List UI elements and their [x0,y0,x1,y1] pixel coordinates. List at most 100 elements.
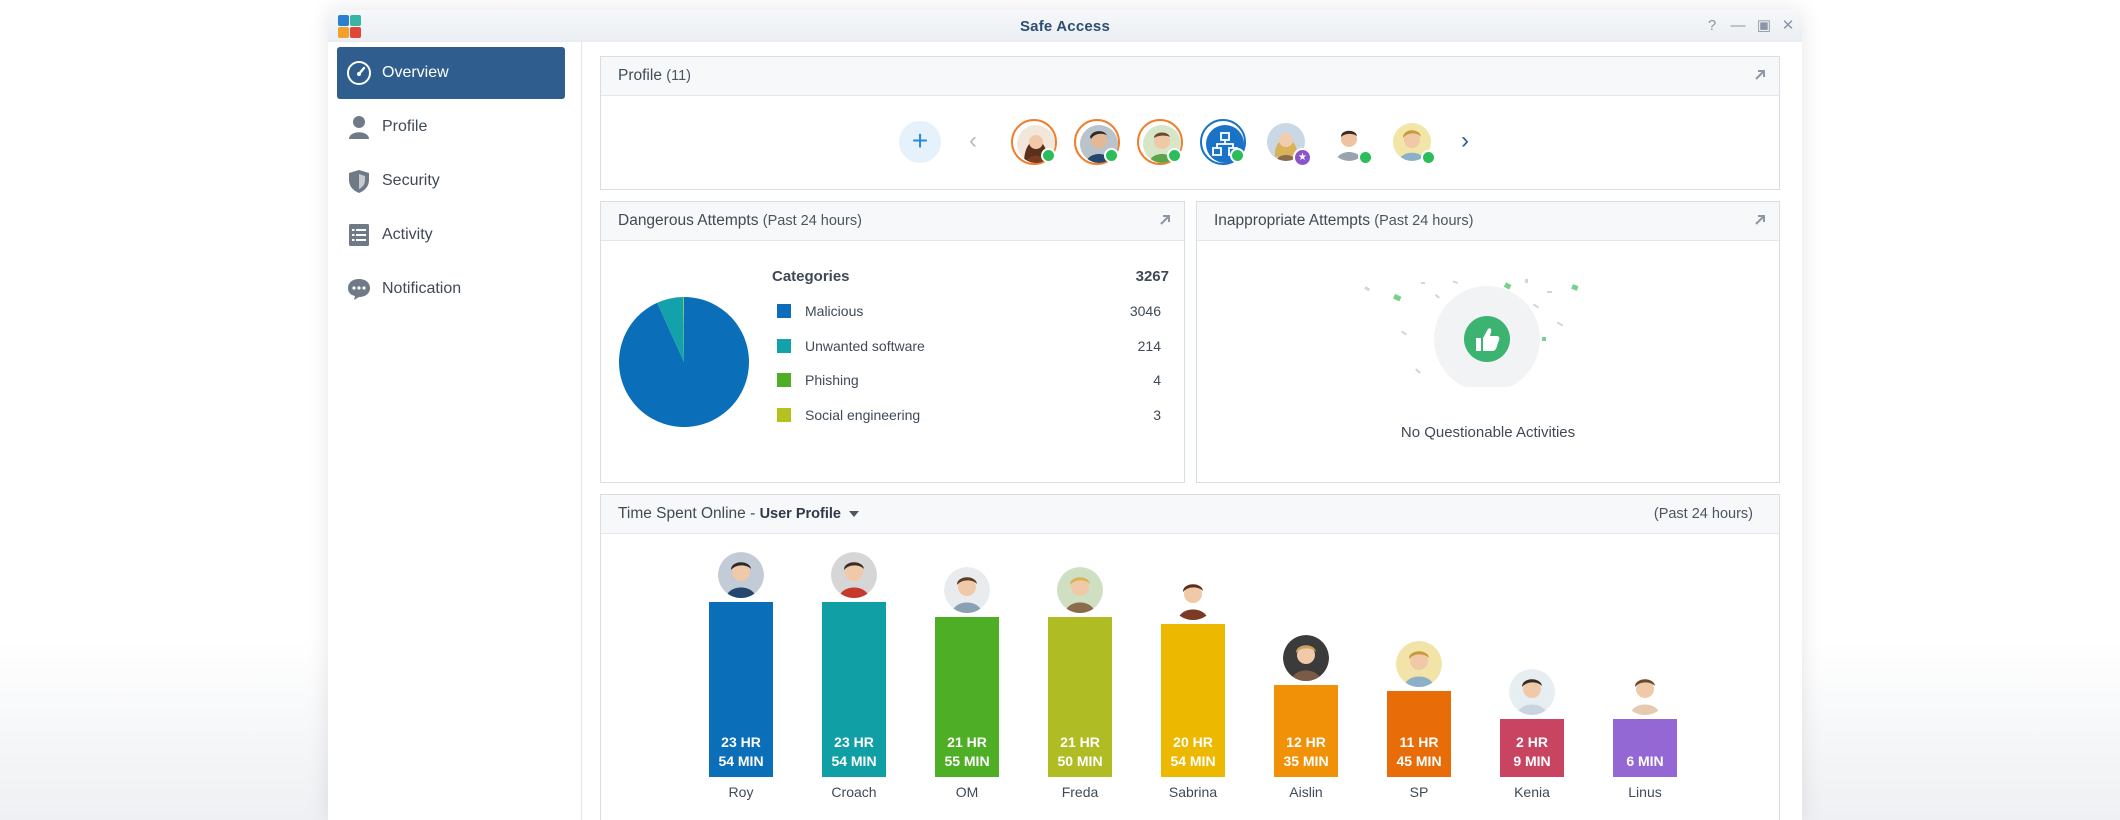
expand-icon[interactable] [1751,66,1769,84]
profile-avatar[interactable] [1200,119,1246,165]
caret-down-icon [848,511,859,518]
chevron-left-icon: ‹ [969,127,977,154]
bar-duration-label: 12 HR 35 MIN [1274,733,1338,771]
bar-kenia: 2 HR 9 MIN [1500,719,1564,777]
profile-avatar[interactable] [1389,119,1436,165]
sidebar-item-label: Notification [382,280,462,297]
bar-column[interactable]: 12 HR 35 MIN [1274,684,1338,777]
social-engineering-swatch [777,408,791,422]
prev-arrow-button[interactable]: ‹ [969,129,977,153]
sidebar-item-security[interactable]: Security [337,155,565,207]
panel-period: (Past 24 hours) [1653,506,1753,522]
sidebar-item-profile[interactable]: Profile [337,101,565,153]
categories-total: 3267 [1135,268,1169,285]
sidebar-item-activity[interactable]: Activity [337,209,565,261]
bar-duration-minutes: 35 MIN [1283,752,1329,769]
bar-duration-hours: 20 HR [1173,733,1213,750]
minimize-icon: — [1730,17,1746,34]
avatar-sabrina [1170,573,1216,620]
phishing-swatch [777,373,791,387]
profile-avatar[interactable] [1137,119,1183,165]
bar-om: 21 HR 55 MIN [935,616,999,777]
profile-avatar[interactable] [1074,119,1120,165]
sidebar-item-notification[interactable]: Notification [337,263,565,315]
bar-duration-hours: 21 HR [947,733,987,750]
expand-icon[interactable] [1751,211,1769,229]
sidebar-item-overview[interactable]: Overview [337,47,565,99]
profile-avatar[interactable] [1326,119,1373,165]
category-label: Malicious [805,303,864,319]
panel-title: Time Spent Online - [618,505,756,522]
bar-column[interactable]: 11 HR 45 MIN [1387,690,1451,777]
sidebar-item-label: Security [382,172,440,189]
panel-title: Dangerous Attempts [618,212,759,229]
bar-duration-label: 23 HR 54 MIN [709,733,773,771]
category-row: Unwanted software 214 [771,336,1161,356]
main-content: Profile (11) + ‹ [582,42,1802,820]
profile-count: (11) [666,68,691,84]
gauge-icon [347,61,371,85]
bar-duration-hours: 2 HR [1516,734,1548,750]
category-count: 3 [1153,407,1161,423]
avatar-aislin [1283,634,1329,681]
bar-column[interactable]: 20 HR 54 MIN [1161,623,1225,777]
expand-icon[interactable] [1156,211,1174,229]
bar-duration-minutes: 45 MIN [1396,752,1442,769]
category-row: Phishing 4 [771,370,1161,390]
chevron-right-icon: › [1461,127,1469,154]
close-button[interactable]: ✕ [1777,15,1799,37]
bar-name-label: Freda [1061,784,1099,800]
bar-column[interactable]: 21 HR 55 MIN [935,616,999,777]
bar-duration-label: 6 MIN [1613,752,1677,771]
help-button[interactable]: ? [1701,15,1723,37]
plus-icon: + [911,125,929,156]
bar-name-label: Croach [831,784,877,800]
bar-name-label: Linus [1628,784,1662,800]
bar-duration-minutes: 54 MIN [831,753,877,769]
minimize-button[interactable]: — [1727,15,1749,37]
add-profile-button[interactable]: + [899,121,941,163]
bar-column[interactable]: 21 HR 50 MIN [1048,617,1112,777]
bar-column[interactable]: 6 MIN [1613,719,1677,777]
bar-column[interactable]: 2 HR 9 MIN [1500,719,1564,777]
bar-duration-label: 2 HR 9 MIN [1500,733,1564,771]
category-label: Social engineering [805,407,921,423]
bar-duration-label: 11 HR 45 MIN [1387,733,1451,771]
shield-icon [349,170,369,193]
user-icon [349,116,369,139]
bar-column[interactable]: 23 HR 54 MIN [822,602,886,777]
bar-croach: 23 HR 54 MIN [822,602,886,777]
pie-slice-phishing [683,297,684,362]
bar-duration-label: 20 HR 54 MIN [1161,733,1225,771]
online-status-icon [1421,150,1436,165]
panel-title: Inappropriate Attempts [1214,212,1370,229]
bar-name-label: Kenia [1514,784,1550,800]
categories-label: Categories [772,268,850,285]
sidebar-item-label: Overview [382,64,449,81]
panel-header: Profile (11) [601,57,1779,96]
bar-column[interactable]: 23 HR 54 MIN [709,602,773,777]
dangerous-attempts-panel: Dangerous Attempts (Past 24 hours) Categ… [600,201,1185,483]
inappropriate-attempts-panel: Inappropriate Attempts (Past 24 hours) [1196,201,1780,483]
bar-duration-hours: 11 HR [1399,733,1439,750]
profile-avatar[interactable]: ★ [1263,119,1312,167]
bar-roy: 23 HR 54 MIN [709,602,773,777]
title-bar: Safe Access ? — ▣ ✕ [328,10,1802,43]
time-spent-online-panel: Time Spent Online - User Profile (Past 2… [600,494,1780,820]
bar-duration-hours: 21 HR [1060,733,1100,750]
category-count: 4 [1153,372,1161,388]
bar-duration-label: 23 HR 54 MIN [822,733,886,771]
category-count: 3046 [1129,303,1161,319]
malicious-swatch [777,304,791,318]
category-row: Social engineering 3 [771,405,1161,425]
bar-freda: 21 HR 50 MIN [1048,617,1112,777]
profile-avatar[interactable] [1011,119,1057,165]
avatar-om [944,566,990,613]
maximize-button[interactable]: ▣ [1753,15,1775,37]
unwanted-software-swatch [777,339,791,353]
panel-header: Inappropriate Attempts (Past 24 hours) [1197,202,1779,241]
chat-bubble-icon [348,279,370,300]
next-arrow-button[interactable]: › [1461,129,1469,153]
user-profile-dropdown[interactable]: User Profile [760,506,859,522]
category-count: 214 [1137,338,1161,354]
